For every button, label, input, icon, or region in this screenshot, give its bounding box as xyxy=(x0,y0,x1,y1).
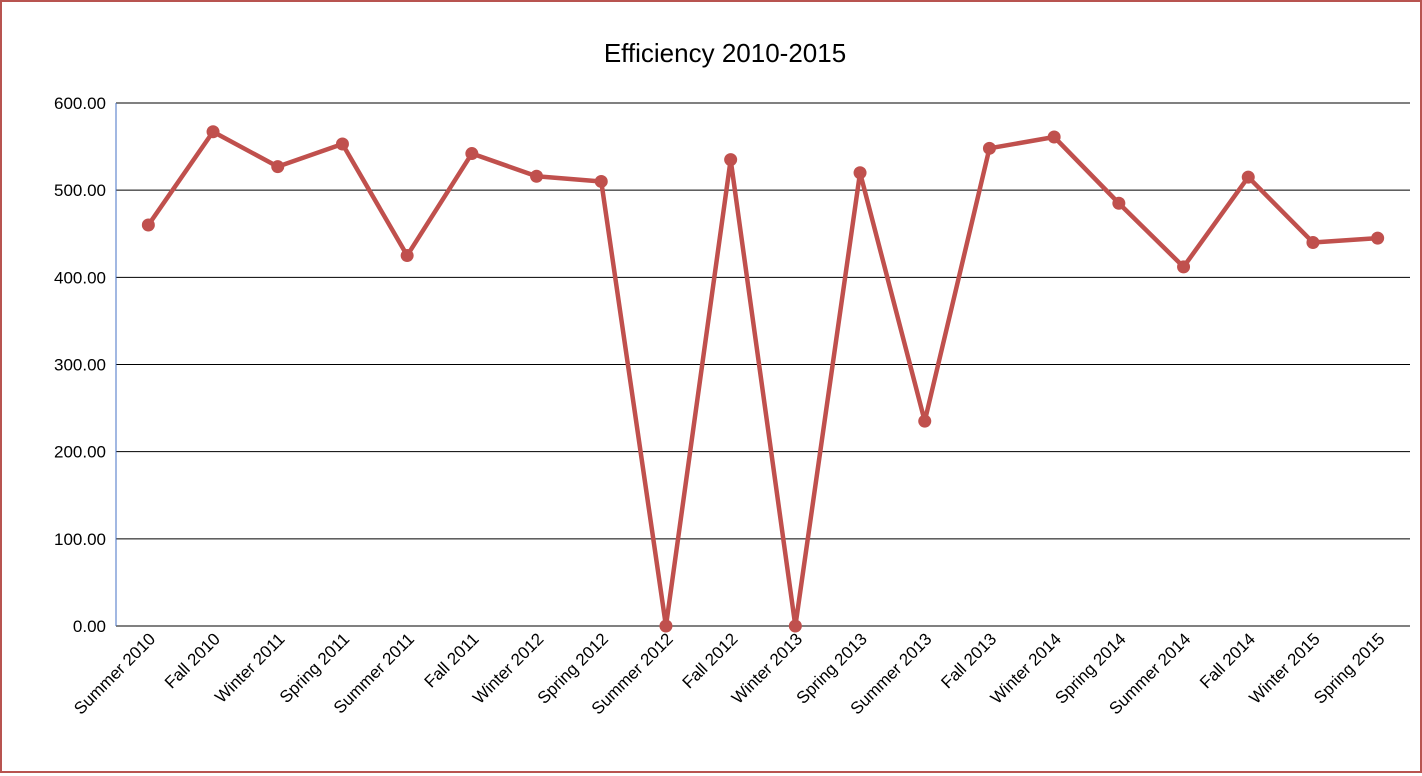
data-point xyxy=(982,141,996,155)
y-tick-label: 500.00 xyxy=(54,181,106,200)
data-point xyxy=(530,169,544,183)
data-point xyxy=(400,249,414,263)
data-point xyxy=(659,619,673,633)
x-tick-label: Fall 2014 xyxy=(1196,629,1259,692)
data-point xyxy=(918,414,932,428)
data-point xyxy=(465,147,479,161)
x-tick-label: Fall 2012 xyxy=(679,629,742,692)
y-tick-label: 400.00 xyxy=(54,268,106,287)
data-point xyxy=(1112,196,1126,210)
data-point xyxy=(335,137,349,151)
data-point xyxy=(1306,235,1320,249)
data-point xyxy=(853,166,867,180)
data-point xyxy=(141,218,155,232)
x-tick-label: Fall 2011 xyxy=(421,629,483,691)
data-point xyxy=(271,160,285,174)
series-line xyxy=(146,129,1380,629)
chart-title: Efficiency 2010-2015 xyxy=(604,38,846,68)
y-tick-label: 200.00 xyxy=(54,443,106,462)
series xyxy=(141,125,1385,633)
data-point xyxy=(1177,260,1191,274)
data-point xyxy=(594,174,608,188)
x-tick-label: Fall 2010 xyxy=(161,629,224,692)
y-tick-label: 300.00 xyxy=(54,356,106,375)
gridlines xyxy=(116,102,1410,627)
data-point xyxy=(724,153,738,167)
data-point xyxy=(1241,170,1255,184)
data-point xyxy=(1047,130,1061,144)
y-tick-label: 600.00 xyxy=(54,94,106,113)
x-tick-label: Fall 2013 xyxy=(937,629,1000,692)
x-tick-label: Summer 2010 xyxy=(70,629,159,718)
y-tick-labels: 0.00 100.00 200.00 300.00 400.00 500.00 600.00 xyxy=(54,94,106,636)
data-point xyxy=(788,619,802,633)
data-point xyxy=(1371,231,1385,245)
data-point xyxy=(206,125,220,139)
y-tick-label: 0.00 xyxy=(73,617,106,636)
y-tick-label: 100.00 xyxy=(54,530,106,549)
